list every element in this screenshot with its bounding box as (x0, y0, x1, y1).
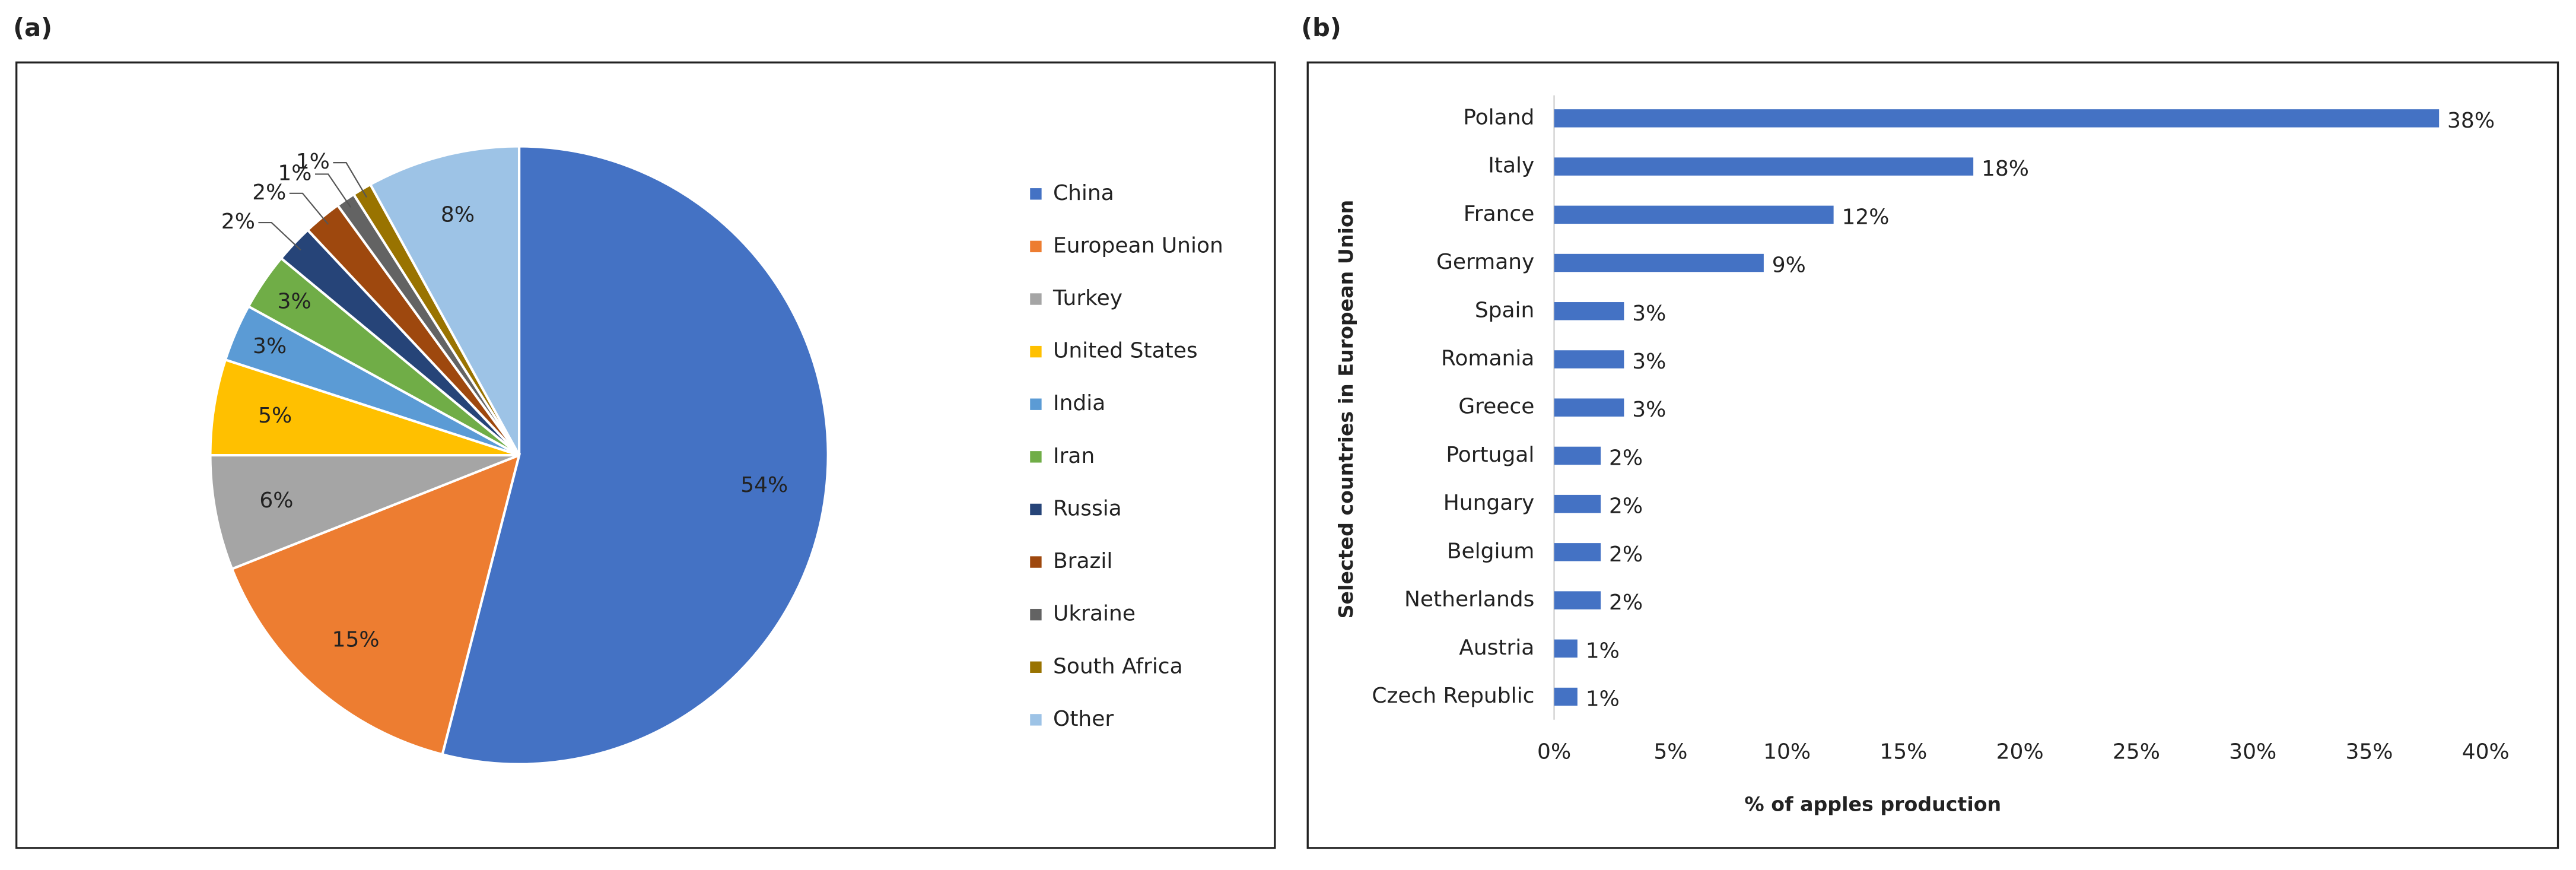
bar (1554, 591, 1601, 609)
data-label: 2% (1609, 494, 1643, 519)
data-label: 8% (441, 203, 475, 227)
data-label: 9% (1772, 253, 1806, 278)
pie-slice (209, 453, 520, 571)
legend-label: Turkey (1052, 286, 1122, 310)
y-tick-label: Portugal (1446, 443, 1534, 467)
data-label: 2% (1609, 446, 1643, 470)
leader-line (289, 192, 329, 225)
data-label: 2% (1609, 590, 1643, 615)
data-label: 1% (278, 161, 311, 185)
legend-label: Ukraine (1053, 602, 1136, 626)
legend-swatch (1030, 556, 1042, 568)
bar (1554, 157, 1974, 176)
y-tick-label: Netherlands (1404, 588, 1534, 612)
x-tick-label: 10% (1763, 739, 1811, 764)
data-label: 12% (1842, 205, 1889, 229)
data-label: 1% (1586, 639, 1620, 663)
leader-line (315, 173, 352, 208)
legend-swatch (1030, 398, 1042, 410)
x-tick-label: 15% (1879, 739, 1927, 764)
y-tick-label: Greece (1458, 395, 1534, 419)
leader-line (333, 162, 367, 198)
y-tick-label: Czech Republic (1372, 684, 1534, 708)
bar (1554, 350, 1624, 369)
y-tick-label: Romania (1441, 346, 1534, 370)
data-label: 6% (259, 488, 293, 513)
data-label: 5% (258, 404, 292, 428)
bar (1554, 543, 1601, 561)
legend-swatch (1030, 345, 1042, 358)
panel-label: (a) (13, 13, 52, 42)
bar (1554, 687, 1578, 706)
y-tick-label: Spain (1475, 298, 1535, 322)
legend-label: India (1053, 391, 1105, 415)
legend-label: Other (1053, 707, 1114, 731)
y-axis-title: Selected countries in European Union (1334, 200, 1357, 619)
legend-label: Russia (1053, 496, 1122, 520)
data-label: 1% (296, 150, 330, 174)
data-label: 54% (740, 473, 788, 497)
bar (1554, 446, 1601, 465)
panel-frame (1306, 61, 2559, 849)
y-tick-label: France (1464, 202, 1535, 226)
pie-slice (441, 145, 829, 766)
panel-label: (b) (1301, 13, 1341, 42)
bar (1554, 109, 2440, 128)
x-tick-label: 30% (2229, 739, 2276, 764)
legend-label: European Union (1053, 233, 1223, 258)
legend-label: Brazil (1053, 549, 1112, 573)
y-tick-label: Austria (1459, 636, 1534, 660)
bar (1554, 639, 1578, 658)
legend-swatch (1030, 503, 1042, 516)
bar (1554, 398, 1624, 417)
bar (1554, 205, 1834, 224)
y-tick-label: Poland (1463, 105, 1534, 129)
legend-label: United States (1053, 339, 1198, 363)
data-label: 3% (253, 334, 287, 358)
data-label: 3% (278, 290, 311, 314)
x-tick-label: 20% (1996, 739, 2044, 764)
x-tick-label: 0% (1537, 739, 1571, 764)
data-label: 3% (1632, 398, 1666, 422)
x-tick-label: 5% (1653, 739, 1687, 764)
x-tick-label: 40% (2462, 739, 2510, 764)
data-label: 2% (221, 209, 255, 234)
legend-swatch (1030, 240, 1042, 253)
legend-label: South Africa (1053, 654, 1183, 678)
legend-label: Iran (1053, 444, 1095, 468)
data-label: 38% (2447, 109, 2495, 133)
bar (1554, 494, 1601, 513)
data-label: 1% (1586, 687, 1620, 712)
legend-label: China (1053, 181, 1114, 205)
legend-swatch (1030, 293, 1042, 305)
x-tick-label: 25% (2113, 739, 2160, 764)
legend-swatch (1030, 188, 1042, 200)
legend-swatch (1030, 451, 1042, 463)
pie-slice (230, 453, 521, 756)
leader-line (258, 221, 301, 251)
panel-frame (15, 61, 1276, 849)
bar (1554, 302, 1624, 320)
y-tick-label: Belgium (1447, 539, 1535, 563)
data-label: 18% (1982, 157, 2029, 181)
y-tick-label: Hungary (1443, 491, 1535, 515)
pie-slice (368, 145, 521, 456)
data-label: 2% (252, 180, 286, 205)
x-axis-title: % of apples production (1744, 792, 2001, 815)
data-label: 15% (332, 627, 380, 652)
x-tick-label: 35% (2345, 739, 2393, 764)
legend-swatch (1030, 608, 1042, 621)
data-label: 3% (1632, 350, 1666, 374)
y-tick-label: Italy (1488, 154, 1534, 178)
data-label: 2% (1609, 542, 1643, 567)
y-tick-label: Germany (1436, 250, 1534, 274)
data-label: 3% (1632, 301, 1666, 326)
legend-swatch (1030, 661, 1042, 673)
bar (1554, 253, 1764, 272)
legend-swatch (1030, 714, 1042, 726)
